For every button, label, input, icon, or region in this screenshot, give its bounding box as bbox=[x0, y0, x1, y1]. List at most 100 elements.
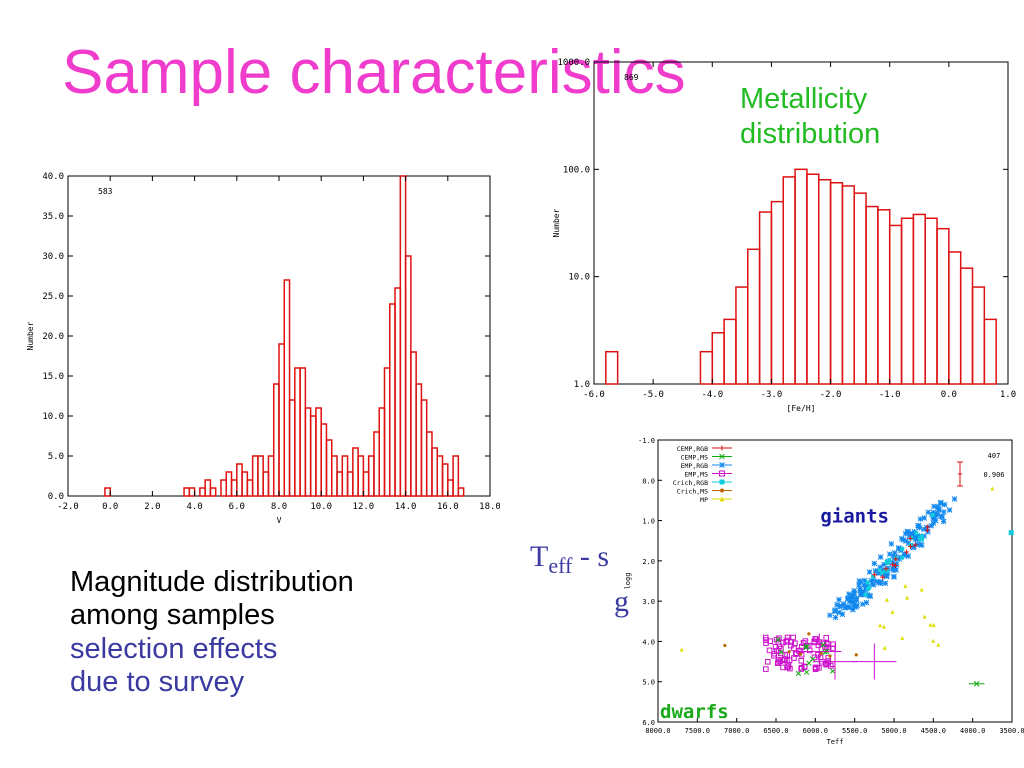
x-tick-label: 12.0 bbox=[353, 502, 375, 512]
histogram-bar bbox=[888, 224, 903, 385]
marker-star bbox=[877, 554, 884, 560]
marker-star bbox=[892, 550, 898, 556]
marker-star bbox=[877, 564, 883, 571]
histogram-bar bbox=[267, 455, 275, 497]
histogram-bar bbox=[853, 192, 867, 385]
marker-star bbox=[851, 590, 858, 597]
marker-plus bbox=[883, 566, 889, 572]
marker-triangle bbox=[884, 597, 889, 602]
marker-box bbox=[792, 651, 799, 657]
histogram-bar bbox=[794, 168, 808, 385]
histogram-bar bbox=[983, 318, 997, 385]
marker-box bbox=[780, 639, 786, 646]
x-tick-label: 18.0 bbox=[479, 502, 500, 512]
marker-filled-box bbox=[900, 547, 905, 552]
marker-star bbox=[939, 514, 946, 520]
marker-box bbox=[790, 634, 796, 641]
y-tick-label: 6.0 bbox=[642, 719, 655, 727]
marker-star bbox=[872, 568, 879, 574]
marker-triangle bbox=[881, 624, 886, 629]
marker-filled-box bbox=[877, 568, 882, 573]
marker-dot bbox=[787, 649, 791, 654]
marker-filled-box bbox=[863, 592, 868, 597]
x-tick-label: -4.0 bbox=[701, 390, 723, 400]
marker-box bbox=[812, 666, 819, 673]
marker-star bbox=[906, 532, 913, 539]
marker-star bbox=[846, 591, 852, 597]
histogram-bar bbox=[341, 455, 349, 497]
marker-filled-box bbox=[871, 574, 876, 579]
histogram-bar bbox=[447, 479, 454, 497]
x-tick-label: -3.0 bbox=[761, 390, 783, 400]
marker-star bbox=[921, 526, 927, 533]
marker-star bbox=[914, 541, 920, 548]
histogram-bar bbox=[420, 399, 428, 497]
marker-star bbox=[851, 587, 857, 594]
marker-x bbox=[719, 453, 725, 460]
y-tick-label: 5.0 bbox=[48, 452, 64, 462]
histogram-bar bbox=[204, 479, 212, 497]
histogram-bar bbox=[357, 455, 365, 497]
histogram-bar bbox=[367, 455, 375, 497]
marker-star bbox=[832, 614, 839, 621]
marker-star bbox=[845, 595, 852, 602]
marker-star bbox=[925, 509, 932, 516]
marker-plus bbox=[893, 556, 899, 562]
teff-note-g: g bbox=[614, 585, 629, 618]
marker-star bbox=[921, 533, 927, 539]
metallicity-note: Metallicity distribution bbox=[740, 82, 880, 152]
marker-box bbox=[787, 665, 793, 672]
marker-star bbox=[858, 588, 865, 595]
marker-star bbox=[881, 561, 887, 568]
marker-star bbox=[923, 524, 930, 531]
marker-box bbox=[798, 657, 805, 664]
x-tick-label: 7000.0 bbox=[724, 727, 749, 735]
histogram-bar bbox=[425, 431, 433, 497]
histogram-bar bbox=[352, 447, 359, 497]
marker-triangle bbox=[900, 636, 905, 641]
histogram-bar bbox=[378, 407, 386, 497]
marker-star bbox=[896, 556, 903, 563]
histogram-bar bbox=[415, 383, 423, 497]
marker-star bbox=[880, 566, 887, 573]
marker-triangle bbox=[719, 496, 725, 502]
histogram-bar bbox=[758, 211, 773, 385]
histogram-bar bbox=[431, 447, 439, 497]
marker-star bbox=[916, 524, 923, 531]
histogram-bar bbox=[262, 471, 270, 497]
plot-frame bbox=[657, 439, 1013, 723]
histogram-bar bbox=[924, 217, 938, 385]
marker-star bbox=[842, 604, 848, 611]
metallicity-histogram: -6.0 -5.0 -4.0 -3.0 -2.0 -1.0 0.0 1.0 1.0 10.0 100… bbox=[552, 58, 1016, 413]
x-tick-label: 2.0 bbox=[144, 502, 160, 512]
marker-star bbox=[864, 584, 870, 590]
marker-star bbox=[888, 540, 895, 547]
marker-triangle bbox=[922, 614, 927, 619]
marker-filled-box bbox=[866, 587, 871, 592]
x-axis-label: [Fe/H] bbox=[787, 404, 816, 413]
marker-box bbox=[775, 656, 782, 663]
x-tick-label: -1.0 bbox=[879, 390, 901, 400]
x-tick-label: 6500.0 bbox=[763, 727, 788, 735]
marker-triangle bbox=[931, 638, 936, 643]
marker-triangle bbox=[882, 645, 887, 650]
marker-box bbox=[763, 637, 769, 643]
histogram-bar bbox=[452, 455, 460, 497]
teff-note-base: T bbox=[530, 540, 549, 573]
marker-star bbox=[873, 578, 880, 585]
marker-star bbox=[893, 567, 899, 573]
y-tick-label: 40.0 bbox=[42, 172, 64, 182]
scatter-points bbox=[679, 486, 1014, 687]
histogram-bar bbox=[236, 463, 243, 497]
marker-box bbox=[784, 664, 790, 671]
marker-plus bbox=[907, 536, 913, 542]
marker-box bbox=[823, 635, 829, 641]
x-tick-label: 10.0 bbox=[310, 502, 332, 512]
marker-plus bbox=[924, 527, 930, 533]
marker-star bbox=[882, 572, 889, 579]
marker-filled-box bbox=[919, 534, 924, 539]
histogram-bar bbox=[782, 176, 796, 385]
marker-box bbox=[812, 636, 819, 642]
histogram-bar bbox=[865, 205, 879, 385]
histogram-bar bbox=[383, 367, 391, 497]
